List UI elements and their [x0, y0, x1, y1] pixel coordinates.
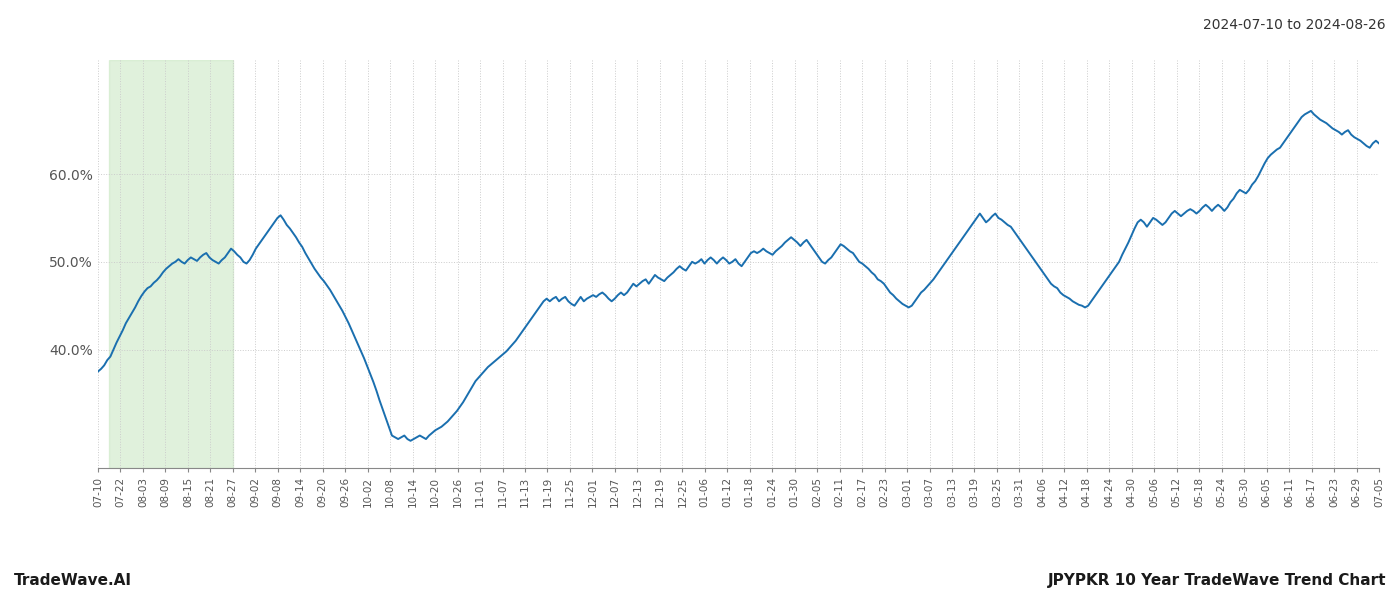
Text: TradeWave.AI: TradeWave.AI: [14, 573, 132, 588]
Bar: [109, 60, 232, 468]
Text: 2024-07-10 to 2024-08-26: 2024-07-10 to 2024-08-26: [1204, 18, 1386, 32]
Text: JPYPKR 10 Year TradeWave Trend Chart: JPYPKR 10 Year TradeWave Trend Chart: [1047, 573, 1386, 588]
